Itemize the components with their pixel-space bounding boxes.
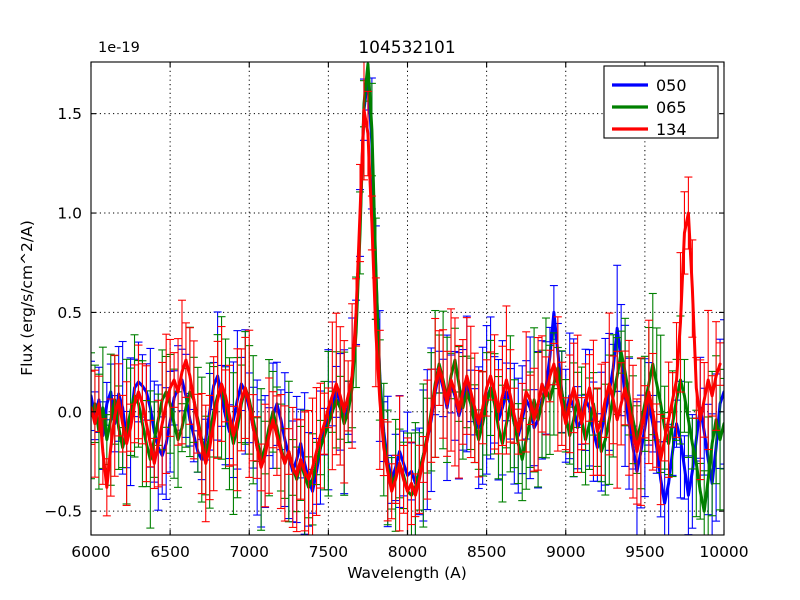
line-134[interactable]	[91, 108, 722, 497]
legend-label-050: 050	[656, 76, 687, 95]
legend-label-134: 134	[656, 120, 687, 139]
y-tick-label: −0.5	[44, 503, 82, 521]
x-tick-label: 10000	[699, 543, 748, 561]
legend[interactable]: 050 065 134	[603, 65, 719, 139]
series-134[interactable]	[87, 40, 724, 549]
plot-title: 104532101	[358, 38, 455, 58]
x-axis-label: Wavelength (A)	[347, 564, 467, 582]
series-clip-group	[87, 40, 724, 549]
x-tick-label: 8000	[388, 543, 427, 561]
y-tick-label: 0.5	[57, 304, 82, 322]
x-tick-label: 6500	[150, 543, 189, 561]
y-tick-label: 1.0	[57, 205, 82, 223]
x-tick-label: 7000	[230, 543, 269, 561]
x-tick-labels: 6000 6500 7000 7500 8000 8500 9000 9500 10000	[71, 543, 748, 561]
x-tick-label: 9500	[625, 543, 664, 561]
y-axis-offset-text: 1e-19	[98, 40, 140, 56]
y-tick-labels: −0.5 0.0 0.5 1.0 1.5	[44, 105, 82, 520]
x-tick-label: 7500	[309, 543, 348, 561]
x-tick-label: 6000	[71, 543, 110, 561]
data-series-layer	[87, 40, 724, 549]
y-axis-label: Flux (erg/s/cm^2/A)	[18, 220, 36, 376]
x-tick-label: 9000	[546, 543, 585, 561]
legend-box	[603, 65, 719, 139]
y-tick-label: 1.5	[57, 105, 82, 123]
y-tick-label: 0.0	[57, 403, 82, 421]
legend-items[interactable]: 050 065 134	[612, 76, 687, 139]
legend-label-065: 065	[656, 98, 687, 117]
x-tick-label: 8500	[467, 543, 506, 561]
axis-ticks	[90, 62, 725, 535]
